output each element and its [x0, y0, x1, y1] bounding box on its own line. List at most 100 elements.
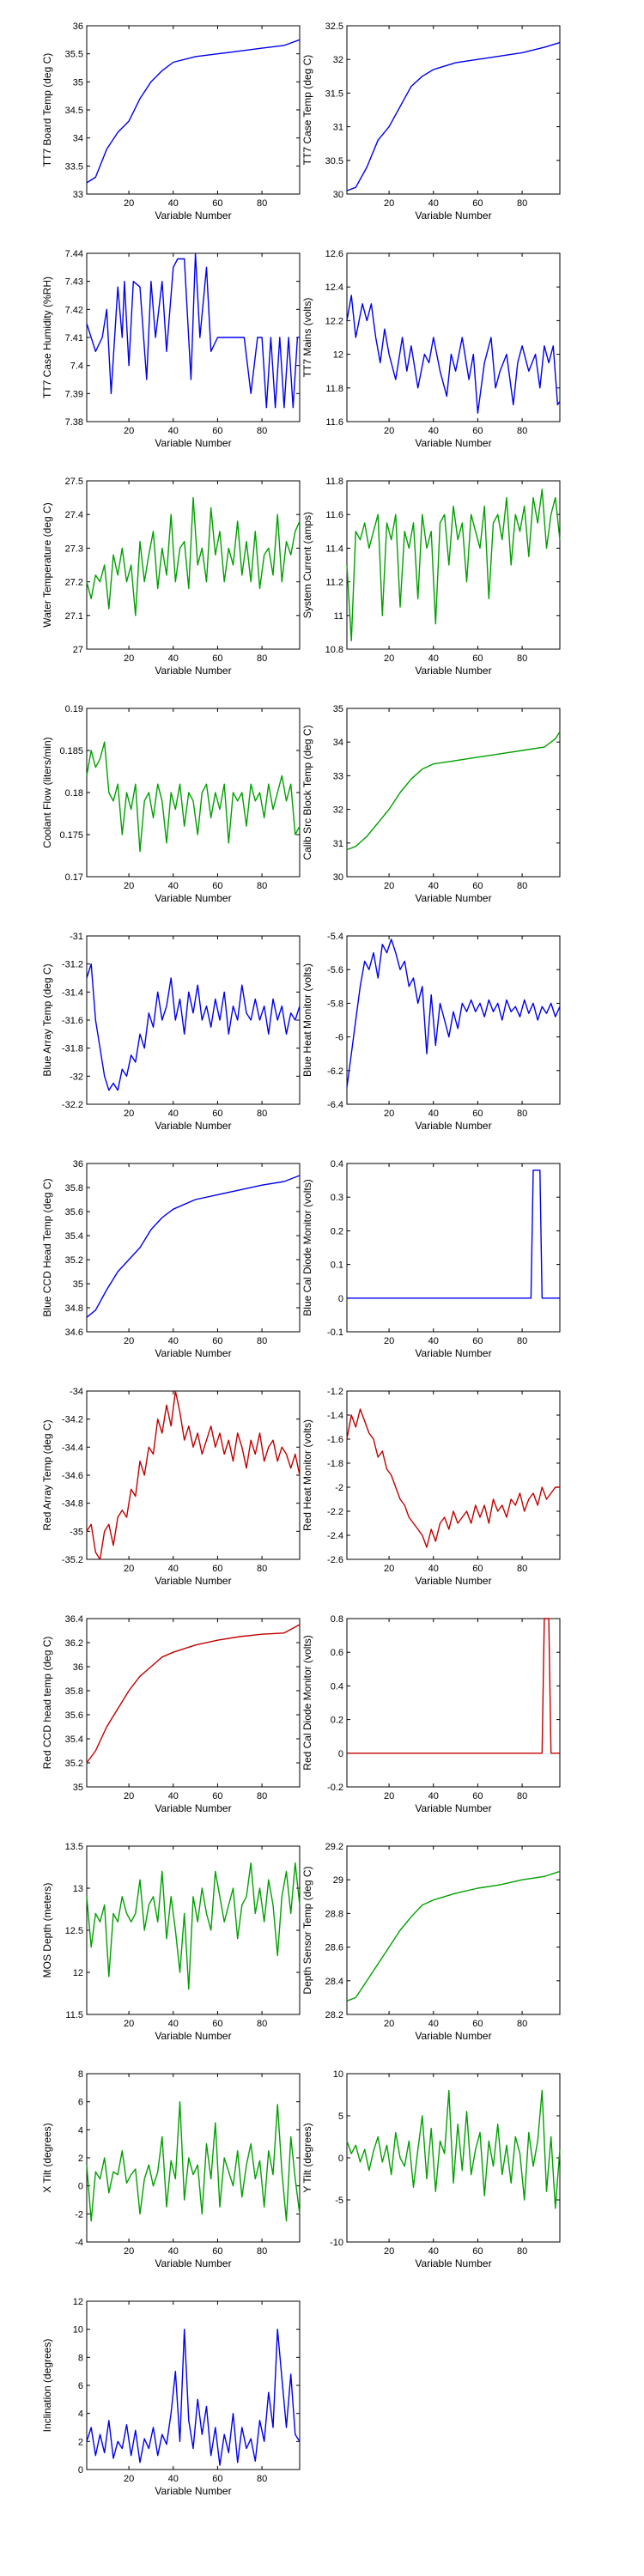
y-tick-label: -5.4 [327, 932, 343, 942]
y-tick-label: 13 [73, 1884, 83, 1894]
y-tick-label: 35.6 [65, 1710, 83, 1721]
y-tick-label: 7.43 [65, 277, 83, 288]
x-axis-label: Variable Number [415, 2030, 491, 2042]
x-tick-label: 60 [212, 2474, 222, 2484]
y-tick-label: 11.8 [325, 477, 343, 487]
y-tick-label: 6 [78, 2381, 83, 2391]
y-tick-label: 35.4 [65, 1735, 83, 1745]
x-tick-label: 60 [212, 2019, 222, 2029]
y-tick-label: 0 [78, 2182, 83, 2192]
y-tick-label: -35 [70, 1527, 83, 1537]
y-tick-label: 12 [333, 350, 343, 361]
x-axis-label: Variable Number [155, 2485, 231, 2497]
series-line [346, 732, 561, 851]
y-tick-label: -32 [70, 1072, 83, 1082]
plot-frame [346, 1845, 561, 2015]
y-tick-label: -1.4 [327, 1411, 343, 1421]
x-tick-label: 80 [517, 881, 527, 891]
x-tick-label: 60 [212, 1336, 222, 1346]
y-tick-label: 27.4 [65, 510, 83, 520]
x-tick-label: 20 [124, 881, 134, 891]
y-tick-label: -31.4 [62, 987, 83, 998]
y-tick-label: 5 [338, 2111, 343, 2122]
y-tick-label: 0.4 [331, 1681, 343, 1692]
x-tick-label: 60 [472, 2246, 483, 2257]
series-line [346, 939, 561, 1088]
plot-frame [86, 1390, 301, 1560]
x-tick-label: 80 [257, 1564, 267, 1574]
y-tick-label: 0 [338, 1749, 343, 1759]
y-tick-label: 31 [333, 123, 343, 133]
y-tick-label: -1.6 [327, 1435, 343, 1445]
plot-frame [86, 1845, 301, 2015]
plot-frame [346, 1390, 561, 1560]
y-tick-label: 27.3 [65, 544, 83, 554]
y-axis-label: TT7 Board Temp (deg C) [41, 53, 53, 167]
x-tick-label: 60 [212, 1109, 222, 1119]
plot-frame [86, 2073, 301, 2243]
x-tick-label: 80 [257, 1791, 267, 1801]
y-tick-label: 35.8 [65, 1183, 83, 1194]
y-tick-label: 35 [73, 1279, 83, 1290]
y-tick-label: 30 [333, 872, 343, 883]
y-tick-label: 11 [334, 611, 343, 622]
y-tick-label: 12 [73, 2297, 83, 2307]
y-axis-label: Blue Heat Monitor (volts) [301, 963, 313, 1077]
chart-panel: 20 40 60 80 30 31 32 33 34 35 Variable Number Calib… [301, 704, 561, 904]
x-axis-label: Variable Number [155, 210, 231, 222]
y-tick-label: 27.2 [65, 578, 83, 588]
series-line [86, 1175, 301, 1318]
y-tick-label: 0.3 [331, 1193, 343, 1203]
y-tick-label: 30 [333, 190, 343, 200]
y-axis-label: Red Cal Diode Monitor (volts) [301, 1635, 313, 1770]
y-axis-label: MOS Depth (meters) [41, 1883, 53, 1978]
plot-frame [346, 708, 561, 878]
x-tick-label: 20 [124, 653, 134, 664]
chart-panel: 20 40 60 80 -32.2 -32 -31.8 -31.6 -31.4 -31.2 -31 V… [41, 932, 301, 1132]
chart-panel: 20 40 60 80 11.5 12 12.5 13 13.5 Variable Number M… [41, 1842, 301, 2042]
chart-panel: 20 40 60 80 33 33.5 34 34.5 35 35.5 36 Variable Num… [41, 21, 301, 222]
y-tick-label: 0.4 [331, 1159, 343, 1170]
x-tick-label: 20 [124, 1564, 134, 1574]
x-tick-label: 80 [517, 653, 527, 664]
x-tick-label: 40 [168, 198, 179, 209]
y-tick-label: -34.8 [62, 1499, 83, 1510]
x-tick-label: 80 [257, 653, 267, 664]
x-tick-label: 20 [384, 2246, 394, 2257]
y-tick-label: 0 [78, 2465, 83, 2476]
y-tick-label: 10 [333, 2069, 343, 2080]
y-tick-label: 0.19 [65, 704, 83, 714]
y-tick-label: 32.5 [325, 21, 343, 32]
y-tick-label: 7.38 [65, 417, 83, 428]
x-tick-label: 40 [428, 1564, 439, 1574]
plot-frame [346, 25, 561, 195]
series-line [347, 1618, 560, 1754]
x-axis-label: Variable Number [155, 892, 231, 904]
chart-panel: 20 40 60 80 7.38 7.39 7.4 7.41 7.42 7.43 7.44 Varia… [41, 249, 301, 449]
y-tick-label: 4 [78, 2125, 83, 2136]
y-tick-label: 36.4 [65, 1614, 83, 1625]
x-tick-label: 40 [168, 2019, 179, 2029]
y-tick-label: -31.8 [62, 1044, 83, 1054]
y-tick-label: -2 [335, 1483, 343, 1493]
y-tick-label: 33.5 [65, 161, 83, 172]
x-tick-label: 20 [384, 1564, 394, 1574]
x-tick-label: 20 [124, 426, 134, 436]
x-tick-label: 60 [472, 426, 483, 436]
chart-panel: 20 40 60 80 -6.4 -6.2 -6 -5.8 -5.6 -5.4 Variable N… [301, 932, 561, 1132]
plot-frame [86, 708, 301, 878]
y-tick-label: 11.2 [325, 578, 343, 588]
x-tick-label: 60 [472, 1564, 483, 1574]
y-axis-label: Calib Src Block Temp (deg C) [301, 725, 313, 860]
y-tick-label: 35 [73, 77, 83, 88]
y-tick-label: 0.175 [59, 830, 83, 841]
y-tick-label: -5 [335, 2196, 343, 2206]
y-tick-label: -0.1 [327, 1327, 343, 1338]
y-tick-label: -10 [330, 2238, 343, 2248]
y-tick-label: -5.8 [327, 999, 343, 1009]
x-axis-label: Variable Number [415, 1802, 491, 1814]
y-axis-label: TT7 Mains (volts) [301, 298, 313, 378]
chart-panel: 20 40 60 80 -2.6 -2.4 -2.2 -2 -1.8 -1.6 -1.4 -1.2 Va… [301, 1387, 561, 1587]
x-tick-label: 40 [428, 198, 439, 209]
x-axis-label: Variable Number [415, 437, 491, 449]
